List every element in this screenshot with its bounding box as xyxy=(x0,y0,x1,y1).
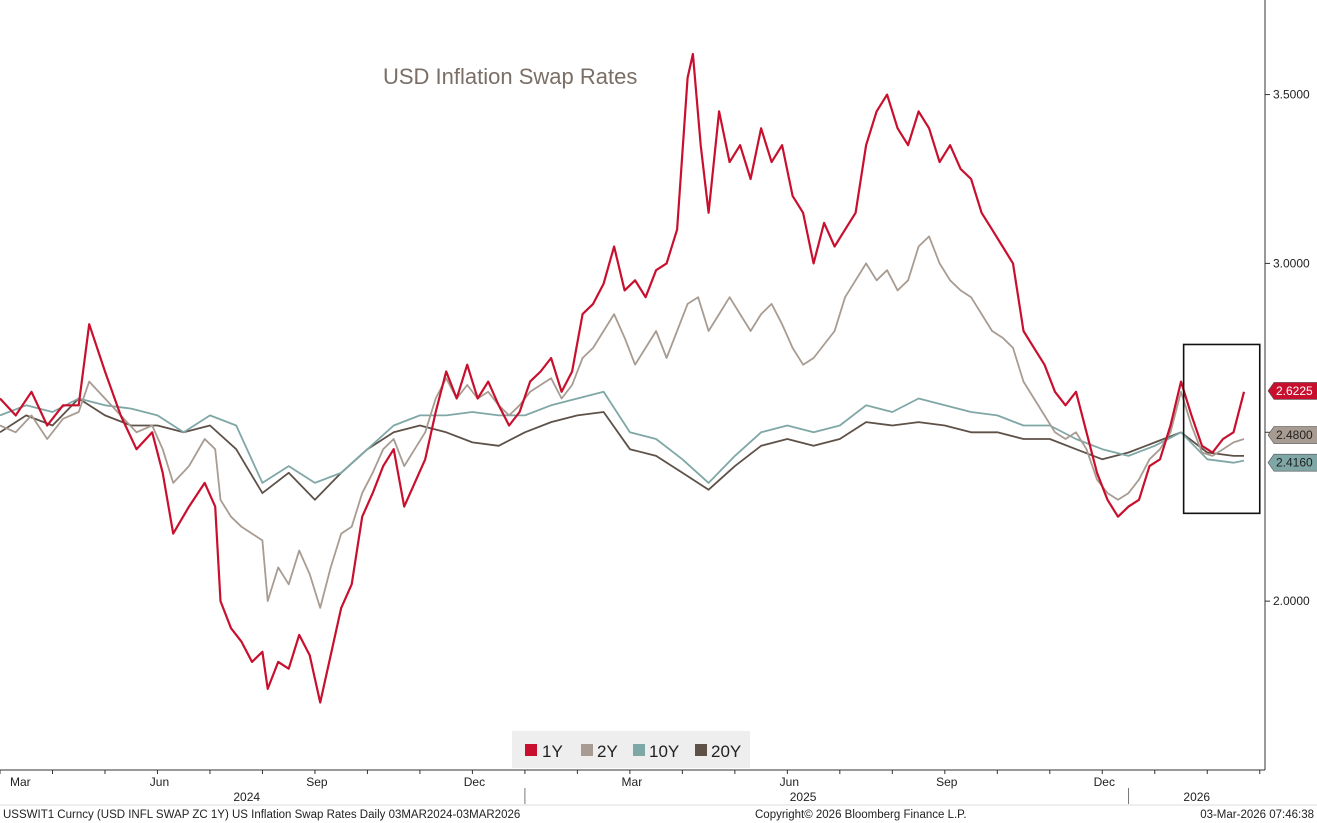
legend-swatch-20y xyxy=(695,744,707,756)
end-value-tag xyxy=(1267,382,1317,400)
x-tick-label: Dec xyxy=(464,775,485,789)
end-value-label: 2.4160 xyxy=(1276,456,1313,470)
legend-label-2y: 2Y xyxy=(597,742,618,761)
x-tick-label: Mar xyxy=(10,775,31,789)
series-line-2y xyxy=(0,235,1245,609)
legend-swatch-2y xyxy=(581,744,593,756)
footer-source: USSWIT1 Curncy (USD INFL SWAP ZC 1Y) US … xyxy=(3,809,520,821)
x-axis-ticks: Mar Jun Sep Dec Mar Jun Sep Dec xyxy=(0,770,1261,789)
x-tick-label: Mar xyxy=(622,775,643,789)
x-tick-label: Dec xyxy=(1094,775,1115,789)
footer-copyright: Copyright© 2026 Bloomberg Finance L.P. xyxy=(755,809,967,821)
series-line-20y xyxy=(0,397,1244,501)
chart-title: USD Inflation Swap Rates xyxy=(383,64,637,89)
legend-background xyxy=(512,731,750,768)
x-tick-label: Jun xyxy=(150,775,169,789)
year-label: 2026 xyxy=(1183,790,1210,804)
legend-label-20y: 20Y xyxy=(711,742,741,761)
highlight-box xyxy=(1182,343,1261,515)
end-value-label: 2.4800 xyxy=(1276,428,1313,442)
series-line-1y xyxy=(0,52,1246,704)
x-tick-label: Sep xyxy=(306,775,328,789)
legend-label-1y: 1Y xyxy=(542,742,563,761)
y-tick-label: 3.5000 xyxy=(1273,88,1310,102)
end-value-label: 2.6225 xyxy=(1276,384,1313,398)
end-value-tag xyxy=(1267,453,1317,472)
year-label: 2024 xyxy=(233,790,260,804)
x-tick-label: Sep xyxy=(936,775,958,789)
series-lines xyxy=(0,52,1246,704)
legend-label-10y: 10Y xyxy=(649,742,679,761)
y-tick-label: 3.0000 xyxy=(1273,256,1310,270)
legend-swatch-1y xyxy=(525,744,537,756)
year-label: 2025 xyxy=(790,790,817,804)
highlight-rect xyxy=(1182,343,1261,515)
x-tick-label: Jun xyxy=(780,775,799,789)
end-value-tag xyxy=(1267,426,1317,444)
y-tick-label: 2.0000 xyxy=(1273,594,1310,608)
footer-timestamp: 03-Mar-2026 07:46:38 xyxy=(1200,809,1314,821)
legend: 1Y 2Y 10Y 20Y xyxy=(512,731,750,768)
legend-swatch-10y xyxy=(633,744,645,756)
end-value-tags: 2.6225 2.4800 2.4160 xyxy=(1267,382,1317,472)
year-labels: 2024 2025 2026 xyxy=(233,788,1210,804)
